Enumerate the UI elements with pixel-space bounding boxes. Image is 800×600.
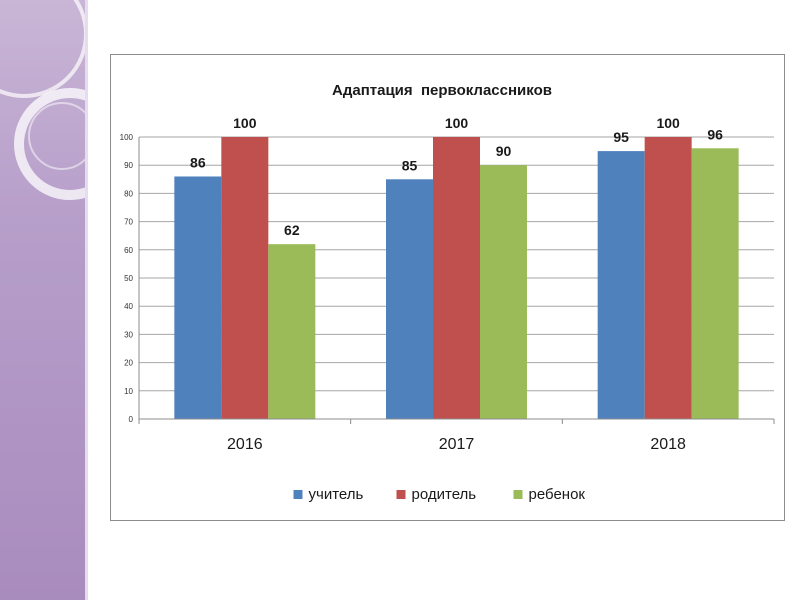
data-label: 85 xyxy=(402,157,418,173)
bar-ребенок-2017 xyxy=(480,165,527,419)
decorative-ring-small xyxy=(28,102,88,170)
bar-ребенок-2018 xyxy=(691,148,739,419)
legend-swatch-учитель xyxy=(293,490,303,499)
bar-родитель-2016 xyxy=(221,137,269,419)
legend-swatch-родитель xyxy=(396,490,406,499)
data-label: 90 xyxy=(496,143,512,159)
data-label: 62 xyxy=(284,222,300,238)
bar-ребенок-2016 xyxy=(268,244,316,419)
y-tick-label: 20 xyxy=(124,359,133,368)
chart-frame: Адаптация первоклассников 86 100 62 85 100 90… xyxy=(110,54,785,521)
x-tick-label: 2018 xyxy=(650,436,686,453)
y-tick-label: 40 xyxy=(124,302,133,311)
data-label: 95 xyxy=(613,129,629,145)
chart-title: Адаптация первоклассников xyxy=(332,82,552,99)
decorative-ring-middle xyxy=(14,88,88,200)
x-tick-label: 2016 xyxy=(227,436,263,453)
bar-учитель-2017 xyxy=(386,179,433,419)
data-label: 100 xyxy=(233,115,257,131)
y-tick-label: 70 xyxy=(124,218,133,227)
bar-учитель-2016 xyxy=(174,176,222,419)
data-label: 100 xyxy=(656,115,680,131)
y-tick-label: 60 xyxy=(124,246,133,255)
legend-label-учитель: учитель xyxy=(309,486,364,503)
legend-swatch-ребенок xyxy=(513,490,523,499)
bar-chart: Адаптация первоклассников 86100628510090… xyxy=(120,82,775,503)
legend-label-ребенок: ребенок xyxy=(529,486,586,503)
bar-родитель-2018 xyxy=(644,137,692,419)
decorative-ring-top xyxy=(0,0,88,98)
y-tick-label: 0 xyxy=(129,415,134,424)
y-tick-label: 80 xyxy=(124,189,133,198)
data-label: 86 xyxy=(190,154,206,170)
bar-учитель-2018 xyxy=(597,151,645,419)
y-tick-label: 30 xyxy=(124,330,133,339)
y-tick-label: 10 xyxy=(124,387,133,396)
slide-decoration-strip xyxy=(0,0,88,600)
y-tick-label: 90 xyxy=(124,161,133,170)
data-label: 96 xyxy=(707,126,723,142)
y-tick-label: 100 xyxy=(120,133,134,142)
x-tick-label: 2017 xyxy=(439,436,475,453)
bar-родитель-2017 xyxy=(433,137,480,419)
data-label: 100 xyxy=(445,115,469,131)
legend-label-родитель: родитель xyxy=(412,486,477,503)
y-tick-label: 50 xyxy=(124,274,133,283)
